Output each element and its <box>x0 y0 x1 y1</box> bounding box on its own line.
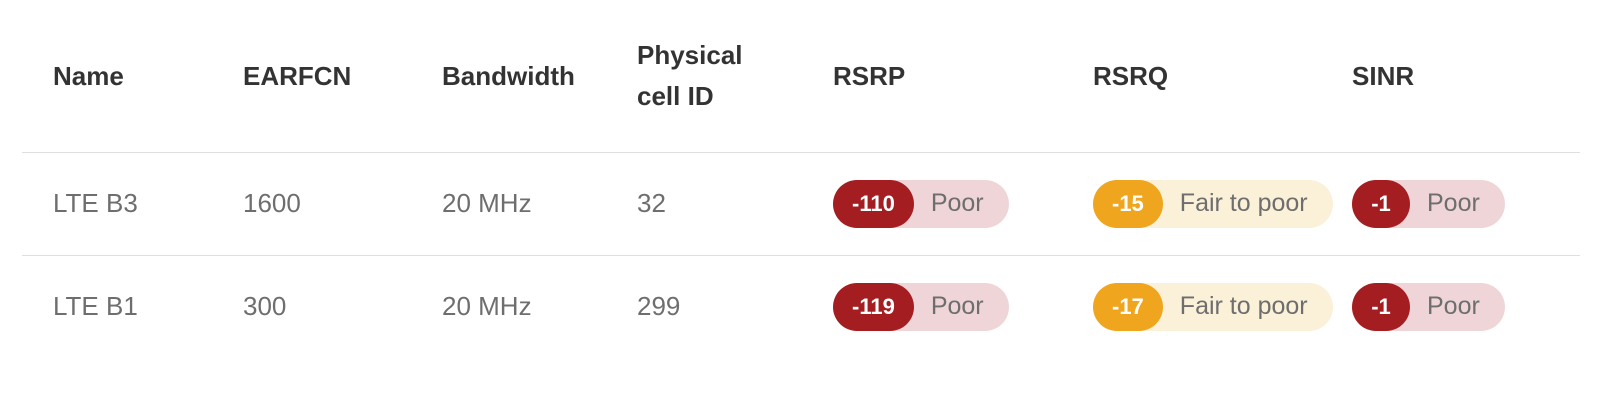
rsrp-quality-label: Poor <box>930 292 984 321</box>
column-header-label: SINR <box>1352 60 1415 91</box>
column-header-earfcn: EARFCN <box>243 0 442 152</box>
cell-bandwidth: 20 MHz <box>442 188 532 218</box>
cell-bandwidth: 20 MHz <box>442 291 532 322</box>
cell-earfcn: 300 <box>243 291 287 322</box>
rsrq-value: -17 <box>1093 282 1163 331</box>
cell-sinr: -1 Poor <box>1352 255 1580 358</box>
cell-name: LTE B3 <box>53 188 138 218</box>
rsrp-status-badge: -119 Poor <box>833 282 1009 331</box>
column-header-pci: Physical cell ID <box>637 0 833 152</box>
rsrp-status-badge: -110 Poor <box>833 179 1009 228</box>
cell-rsrq: -15 Fair to poor <box>1093 152 1352 255</box>
sinr-value: -1 <box>1352 282 1410 331</box>
rsrp-quality-label: Poor <box>930 189 984 217</box>
column-header-label: Bandwidth <box>442 60 575 91</box>
column-header-rsrq: RSRQ <box>1093 0 1352 152</box>
rsrp-value: -110 <box>833 179 914 228</box>
cell-pci: 299 <box>637 291 681 322</box>
table-head: Name EARFCN Bandwidth Physical cell ID RSRP R… <box>22 0 1580 152</box>
table-row-lte-b3: LTE B3 1600 20 MHz 32 -110 Poor -15 Fair to poo… <box>22 152 1580 255</box>
column-header-sinr: SINR <box>1352 0 1580 152</box>
table-header-row: Name EARFCN Bandwidth Physical cell ID RSRP R… <box>22 0 1580 152</box>
rsrq-value: -15 <box>1093 179 1163 228</box>
rsrp-value: -119 <box>833 282 914 331</box>
cell-name: LTE B1 <box>53 291 138 322</box>
sinr-quality-label: Poor <box>1427 292 1480 321</box>
cell-rsrq: -17 Fair to poor <box>1093 255 1352 358</box>
sinr-value: -1 <box>1352 179 1410 228</box>
sinr-quality-label: Poor <box>1427 189 1480 217</box>
column-header-bandwidth: Bandwidth <box>442 0 637 152</box>
column-header-name: Name <box>22 0 243 152</box>
rsrq-status-badge: -17 Fair to poor <box>1093 282 1333 331</box>
column-header-label: EARFCN <box>243 60 352 91</box>
column-header-label: Name <box>53 60 124 91</box>
column-header-rsrp: RSRP <box>833 0 1093 152</box>
column-header-label: RSRQ <box>1093 60 1169 91</box>
sinr-status-badge: -1 Poor <box>1352 282 1505 331</box>
cell-earfcn: 1600 <box>243 188 301 218</box>
cell-info-table-container: Name EARFCN Bandwidth Physical cell ID RSRP R… <box>22 0 1580 358</box>
sinr-status-badge: -1 Poor <box>1352 179 1505 228</box>
rsrq-quality-label: Fair to poor <box>1179 292 1308 321</box>
cell-rsrp: -119 Poor <box>833 255 1093 358</box>
cell-pci: 32 <box>637 188 666 218</box>
rsrq-status-badge: -15 Fair to poor <box>1093 179 1333 228</box>
cell-rsrp: -110 Poor <box>833 152 1093 255</box>
cell-info-table: Name EARFCN Bandwidth Physical cell ID RSRP R… <box>22 0 1580 358</box>
column-header-label: Physical cell ID <box>637 40 743 111</box>
table-body: LTE B3 1600 20 MHz 32 -110 Poor -15 Fair to poo… <box>22 152 1580 358</box>
column-header-label: RSRP <box>833 60 906 91</box>
table-row-lte-b1: LTE B1 300 20 MHz 299 -119 Poor -17 Fair to poo… <box>22 255 1580 358</box>
cell-sinr: -1 Poor <box>1352 152 1580 255</box>
rsrq-quality-label: Fair to poor <box>1179 189 1308 217</box>
